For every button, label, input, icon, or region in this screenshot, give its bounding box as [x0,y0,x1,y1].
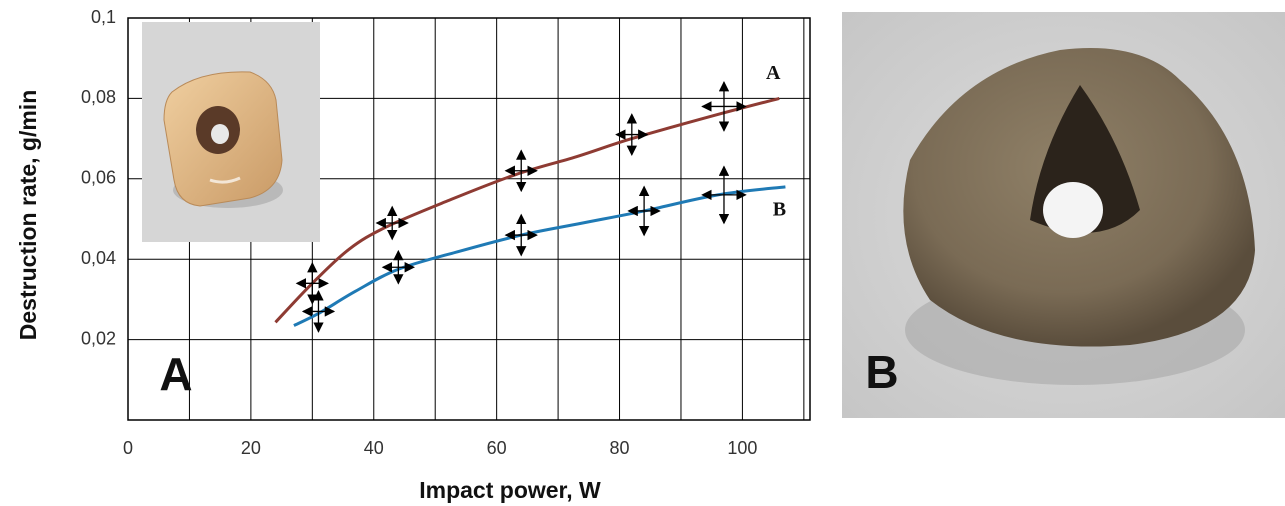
x-tick-label: 20 [241,438,261,458]
x-tick-label: 100 [727,438,757,458]
y-tick-label: 0,02 [81,328,116,348]
curve-label: A [766,62,781,84]
x-axis-title: Impact power, W [419,477,601,503]
y-tick-label: 0,04 [81,248,116,268]
y-tick-label: 0,08 [81,87,116,107]
y-axis-title: Destruction rate, g/min [15,90,41,340]
panel-label: B [865,346,898,398]
curve [274,96,780,324]
photo-b [842,12,1285,418]
x-tick-label: 60 [487,438,507,458]
x-tick-label: 40 [364,438,384,458]
inset-photo [142,22,320,242]
curve [293,185,786,327]
plot-area: 0 20 40 60 80 100 0,02 0,04 0,06 0,08 0,1 Impact po… [15,7,811,503]
y-tick-label: 0,06 [81,168,116,188]
panel-label: A [159,348,192,400]
x-tick-label: 0 [123,438,133,458]
x-tick-label: 80 [610,438,630,458]
y-tick-label: 0,1 [91,7,116,27]
curve-label: B [773,198,786,220]
plot-frame [127,17,811,421]
